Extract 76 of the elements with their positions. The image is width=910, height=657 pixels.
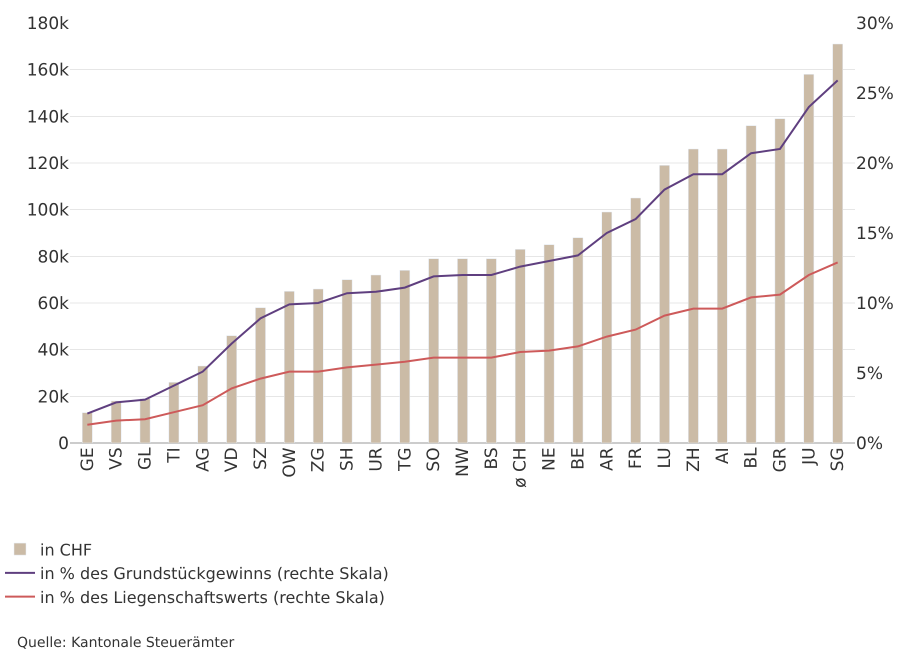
x-tick-label: AR (597, 447, 618, 471)
bar (486, 258, 497, 443)
y-tick-label: 100k (26, 200, 70, 221)
x-tick-label: UR (366, 447, 386, 472)
x-tick-label: GR (770, 447, 790, 472)
bar (255, 307, 266, 443)
x-tick-label: ø CH (510, 447, 531, 488)
source-note: Quelle: Kantonale Steuerämter (17, 635, 234, 651)
x-tick-label: GL (136, 446, 156, 470)
x-tick-label: VS (106, 447, 127, 470)
bar (428, 258, 439, 443)
x-tick-label: NW (453, 447, 474, 477)
x-tick-label: SO (424, 447, 444, 472)
x-tick-label: GE (78, 447, 98, 472)
y2-tick-label: 10% (856, 294, 894, 314)
x-tick-label: BL (742, 446, 762, 469)
y-tick-label: 180k (26, 14, 70, 34)
bar (630, 198, 641, 443)
bar (284, 291, 295, 443)
bar (774, 118, 786, 443)
line-series (86, 79, 839, 415)
x-tick-label: AG (193, 447, 214, 472)
bar (716, 148, 728, 443)
bar (370, 274, 382, 443)
x-tick-label: ZG (308, 447, 329, 472)
bar (168, 382, 180, 443)
x-tick-label: ZH (684, 447, 704, 472)
x-tick-label: LU (655, 447, 676, 468)
legend-label: in % des Grundstückgewinns (rechte Skala) (40, 564, 389, 584)
y2-tick-label: 0% (856, 434, 883, 454)
x-tick-label: VD (222, 447, 242, 472)
x-tick-label: OW (280, 447, 300, 478)
bar (688, 148, 699, 443)
line-series (86, 261, 839, 426)
bar (544, 244, 554, 443)
bar (514, 249, 526, 443)
bar (746, 125, 756, 443)
bar (659, 165, 670, 443)
y-tick-label: 0 (58, 434, 69, 454)
y-tick-label: 160k (26, 60, 70, 81)
x-tick-label: SH (338, 447, 358, 471)
bar (399, 270, 410, 443)
x-tick-label: JU (799, 447, 820, 466)
y-tick-label: 140k (26, 107, 70, 128)
bar (197, 366, 208, 443)
y2-tick-label: 25% (856, 84, 894, 104)
y-tick-label: 60k (38, 294, 70, 314)
y-tick-label: 80k (38, 247, 70, 268)
y-tick-label: 20k (38, 387, 70, 408)
x-tick-label: SZ (251, 447, 272, 470)
bar (457, 258, 468, 443)
x-tick-label: BE (568, 447, 588, 470)
bar (342, 279, 352, 443)
y2-tick-label: 15% (856, 224, 894, 244)
bar (82, 412, 93, 443)
bar (140, 398, 150, 443)
bar (804, 74, 814, 443)
x-tick-label: SG (828, 447, 848, 472)
bar (312, 288, 324, 443)
y-tick-label: 120k (26, 154, 70, 174)
y2-tick-label: 5% (856, 364, 883, 384)
x-tick-label: TI (164, 447, 184, 464)
bar (602, 212, 612, 443)
x-tick-label: BS (482, 447, 502, 470)
bar (832, 44, 843, 443)
x-tick-label: NE (540, 447, 560, 471)
y2-tick-label: 20% (856, 154, 894, 174)
bar (572, 237, 584, 443)
x-tick-label: TG (395, 447, 416, 472)
x-tick-label: FR (626, 447, 646, 469)
y2-tick-label: 30% (856, 14, 894, 34)
legend-label: in CHF (40, 540, 92, 560)
x-tick-label: AI (712, 447, 733, 464)
legend-label: in % des Liegenschaftswerts (rechte Skala) (40, 588, 385, 607)
y-tick-label: 40k (38, 340, 70, 361)
bar (226, 335, 237, 443)
